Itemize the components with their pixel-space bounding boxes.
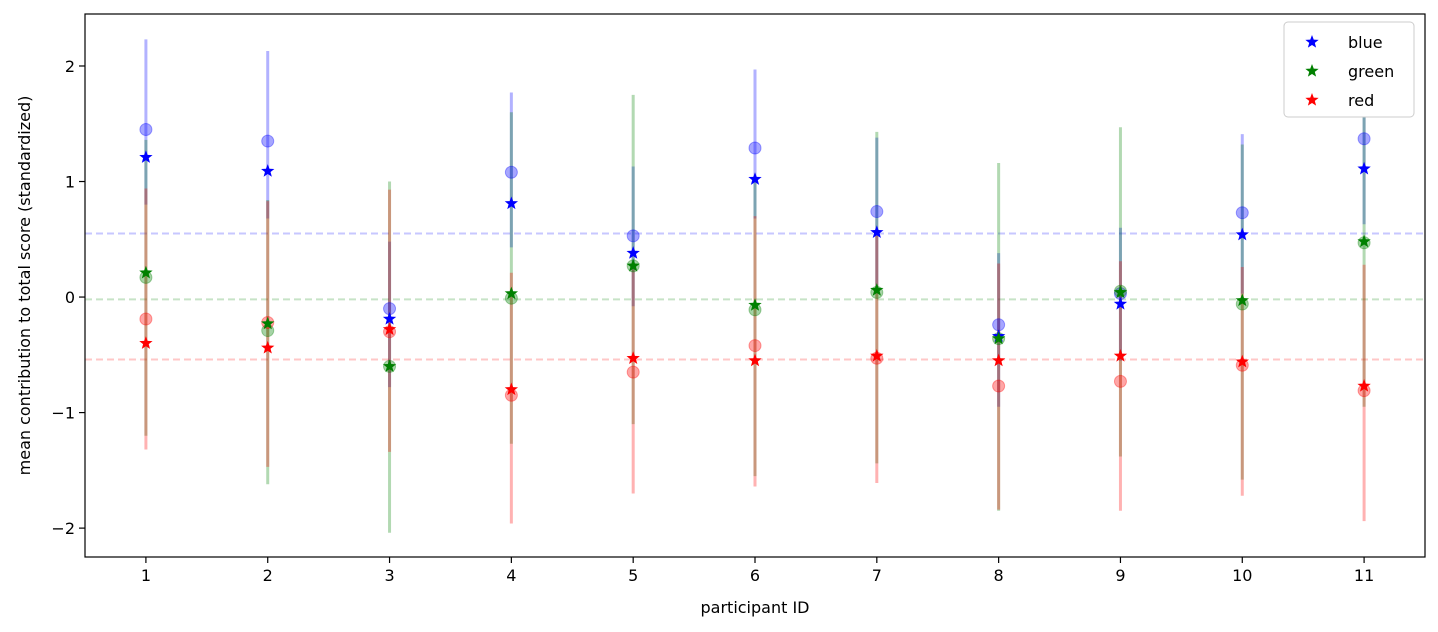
legend-marker-red [1305, 93, 1319, 106]
x-axis-label: participant ID [701, 598, 810, 617]
star-marker-blue [1235, 227, 1249, 241]
legend-marker-blue [1305, 35, 1319, 48]
star-marker-green [1113, 285, 1128, 299]
circle-marker-blue [870, 205, 884, 219]
star-marker-red [382, 322, 397, 336]
axes: 1 2 3 4 5 6 7 8 9 10 11 −2 −1 0 1 2 [51, 57, 1374, 585]
star-marker-green [991, 331, 1006, 345]
x-tick-label: 1 [141, 566, 151, 585]
star-marker-green [626, 258, 640, 272]
star-marker-green [261, 316, 275, 330]
star-marker-red [1357, 379, 1371, 392]
y-tick-label: 2 [65, 57, 75, 76]
circle-marker-blue [748, 141, 762, 155]
star-marker-green [382, 359, 397, 373]
star-marker-red [1235, 354, 1249, 368]
x-tick-label: 9 [1115, 566, 1125, 585]
circle-marker-red [1113, 374, 1127, 388]
star-marker-green [870, 283, 884, 296]
y-tick-label: −2 [51, 519, 75, 538]
plot-area [85, 39, 1425, 533]
circle-marker-blue [1235, 206, 1249, 220]
star-marker-green [504, 286, 519, 300]
star-marker-blue [1357, 161, 1371, 175]
star-marker-red [870, 348, 884, 362]
circle-marker-red [748, 339, 762, 353]
legend: blue green red [1283, 21, 1415, 118]
star-marker-green [1235, 293, 1249, 307]
star-marker-red [626, 351, 640, 364]
x-tick-label: 6 [750, 566, 760, 585]
circle-marker-blue [1357, 132, 1371, 146]
x-tick-label: 11 [1354, 566, 1374, 585]
star-marker-red [1113, 348, 1128, 362]
x-tick-label: 10 [1232, 566, 1252, 585]
x-tick-label: 3 [384, 566, 394, 585]
legend-label-blue: blue [1348, 33, 1383, 52]
circle-marker-red [139, 312, 153, 326]
circle-marker-blue [626, 229, 640, 243]
star-marker-blue [261, 164, 275, 177]
star-marker-red [748, 353, 762, 367]
x-tick-label: 8 [994, 566, 1004, 585]
circle-marker-red [992, 379, 1006, 393]
star-marker-green [748, 298, 762, 311]
circle-marker-blue [139, 123, 153, 137]
star-marker-red [504, 382, 519, 396]
y-tick-label: −1 [51, 404, 75, 423]
circle-marker-blue [992, 318, 1006, 332]
star-marker-green [139, 265, 153, 279]
x-tick-label: 5 [628, 566, 638, 585]
circle-marker-blue [504, 165, 518, 179]
star-marker-blue [139, 150, 153, 163]
x-tick-label: 2 [263, 566, 273, 585]
x-tick-label: 7 [872, 566, 882, 585]
y-tick-label: 0 [65, 288, 75, 307]
legend-box [1283, 21, 1415, 118]
star-marker-blue [1113, 296, 1128, 310]
star-marker-blue [504, 196, 519, 210]
star-marker-green [1357, 234, 1371, 248]
y-axis-label: mean contribution to total score (standa… [15, 96, 34, 476]
x-tick-label: 4 [506, 566, 516, 585]
star-marker-blue [748, 172, 762, 185]
star-marker-blue [382, 312, 397, 325]
star-marker-red [991, 353, 1006, 367]
legend-label-red: red [1348, 91, 1374, 110]
circle-marker-red [626, 365, 640, 379]
circle-marker-blue [261, 134, 275, 148]
star-marker-red [261, 340, 275, 354]
legend-marker-green [1305, 64, 1319, 77]
star-marker-blue [626, 246, 640, 259]
y-tick-label: 1 [65, 173, 75, 192]
legend-label-green: green [1348, 62, 1394, 81]
star-marker-blue [870, 225, 884, 239]
star-marker-red [139, 336, 153, 349]
